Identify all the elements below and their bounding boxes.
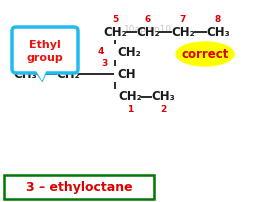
Text: CH₃: CH₃	[151, 90, 175, 103]
Text: CH: CH	[117, 67, 136, 81]
Text: 5: 5	[112, 15, 118, 23]
Text: CH₂: CH₂	[117, 45, 141, 59]
Polygon shape	[33, 67, 48, 79]
Text: 3 – ethyloctane: 3 – ethyloctane	[26, 181, 132, 194]
Ellipse shape	[176, 42, 234, 66]
Text: Ethyl: Ethyl	[29, 40, 61, 50]
FancyBboxPatch shape	[4, 175, 154, 199]
Text: 6: 6	[145, 15, 151, 23]
Text: 1: 1	[127, 104, 133, 114]
Text: 10apoin10: 10apoin10	[124, 24, 172, 34]
Text: CH₂: CH₂	[103, 25, 127, 39]
Text: 7: 7	[180, 15, 186, 23]
Text: 4: 4	[98, 47, 104, 57]
Polygon shape	[34, 66, 47, 80]
Text: correct: correct	[181, 47, 229, 61]
Text: CH₂: CH₂	[118, 90, 142, 103]
Text: CH₂: CH₂	[136, 25, 160, 39]
Text: 8: 8	[215, 15, 221, 23]
Text: 2: 2	[160, 104, 166, 114]
Text: CH₃: CH₃	[206, 25, 230, 39]
Text: CH₃: CH₃	[13, 67, 37, 81]
Text: CH₂: CH₂	[56, 67, 80, 81]
FancyBboxPatch shape	[12, 27, 78, 73]
Text: 3: 3	[102, 59, 108, 67]
Text: CH₂: CH₂	[171, 25, 195, 39]
Text: group: group	[27, 53, 63, 63]
